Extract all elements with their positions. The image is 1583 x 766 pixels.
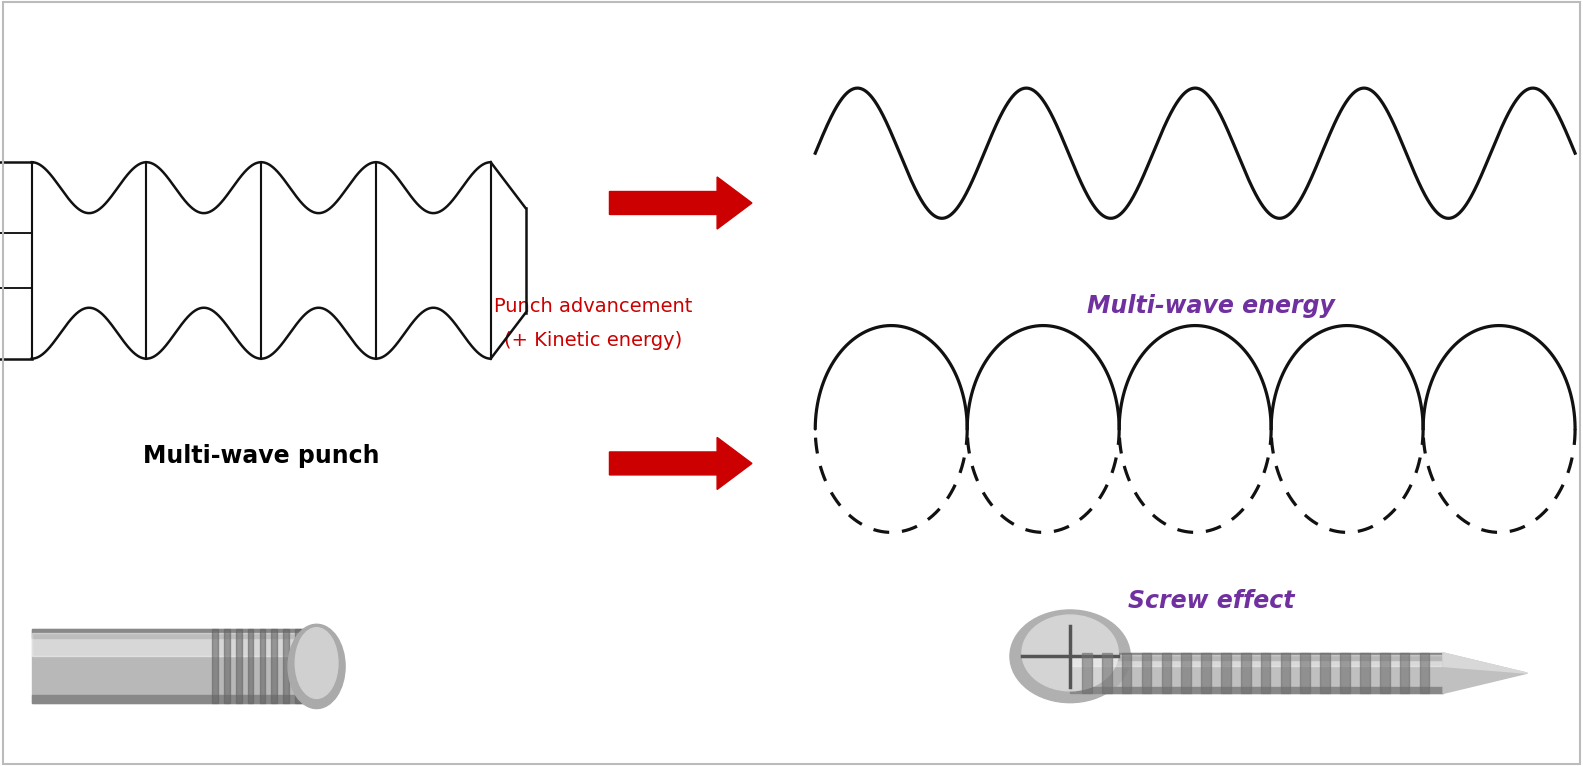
Bar bbox=[212, 630, 218, 703]
Bar bbox=[32, 633, 317, 656]
FancyArrow shape bbox=[609, 437, 752, 489]
Ellipse shape bbox=[1023, 615, 1118, 691]
Bar bbox=[1360, 653, 1369, 693]
Bar bbox=[1420, 653, 1429, 693]
Bar bbox=[1380, 653, 1390, 693]
Bar bbox=[236, 630, 242, 703]
Bar bbox=[225, 630, 230, 703]
Bar bbox=[294, 630, 301, 703]
Bar bbox=[1201, 653, 1211, 693]
Polygon shape bbox=[1444, 653, 1528, 693]
Bar bbox=[32, 695, 317, 703]
Bar bbox=[1220, 653, 1230, 693]
Ellipse shape bbox=[294, 627, 339, 699]
Bar bbox=[32, 630, 317, 703]
Bar bbox=[1341, 653, 1350, 693]
Ellipse shape bbox=[288, 624, 345, 709]
Bar bbox=[1320, 653, 1330, 693]
Text: Punch advancement: Punch advancement bbox=[494, 297, 693, 316]
Bar bbox=[1102, 653, 1111, 693]
Bar bbox=[1141, 653, 1151, 693]
Text: Multi-wave energy: Multi-wave energy bbox=[1088, 294, 1334, 319]
Bar bbox=[1241, 653, 1251, 693]
Text: (+ Kinetic energy): (+ Kinetic energy) bbox=[505, 332, 682, 350]
Bar bbox=[260, 630, 266, 703]
Bar bbox=[1281, 653, 1290, 693]
Bar bbox=[1070, 655, 1444, 666]
Bar bbox=[283, 630, 290, 703]
Bar bbox=[320, 630, 325, 703]
Bar bbox=[1162, 653, 1171, 693]
Bar bbox=[1181, 653, 1190, 693]
Bar bbox=[307, 630, 313, 703]
FancyArrow shape bbox=[609, 177, 752, 229]
Bar bbox=[32, 630, 317, 638]
Text: Screw effect: Screw effect bbox=[1127, 589, 1295, 614]
Bar bbox=[1399, 653, 1409, 693]
Bar bbox=[1260, 653, 1271, 693]
Text: Multi-wave punch: Multi-wave punch bbox=[142, 444, 380, 468]
Bar bbox=[1070, 653, 1444, 693]
Bar bbox=[1070, 653, 1444, 660]
Bar bbox=[1083, 653, 1092, 693]
Bar bbox=[1122, 653, 1132, 693]
Bar bbox=[1301, 653, 1311, 693]
Ellipse shape bbox=[1010, 610, 1130, 702]
Bar bbox=[247, 630, 253, 703]
Bar bbox=[271, 630, 277, 703]
Bar bbox=[1070, 686, 1444, 693]
Polygon shape bbox=[1444, 653, 1528, 673]
